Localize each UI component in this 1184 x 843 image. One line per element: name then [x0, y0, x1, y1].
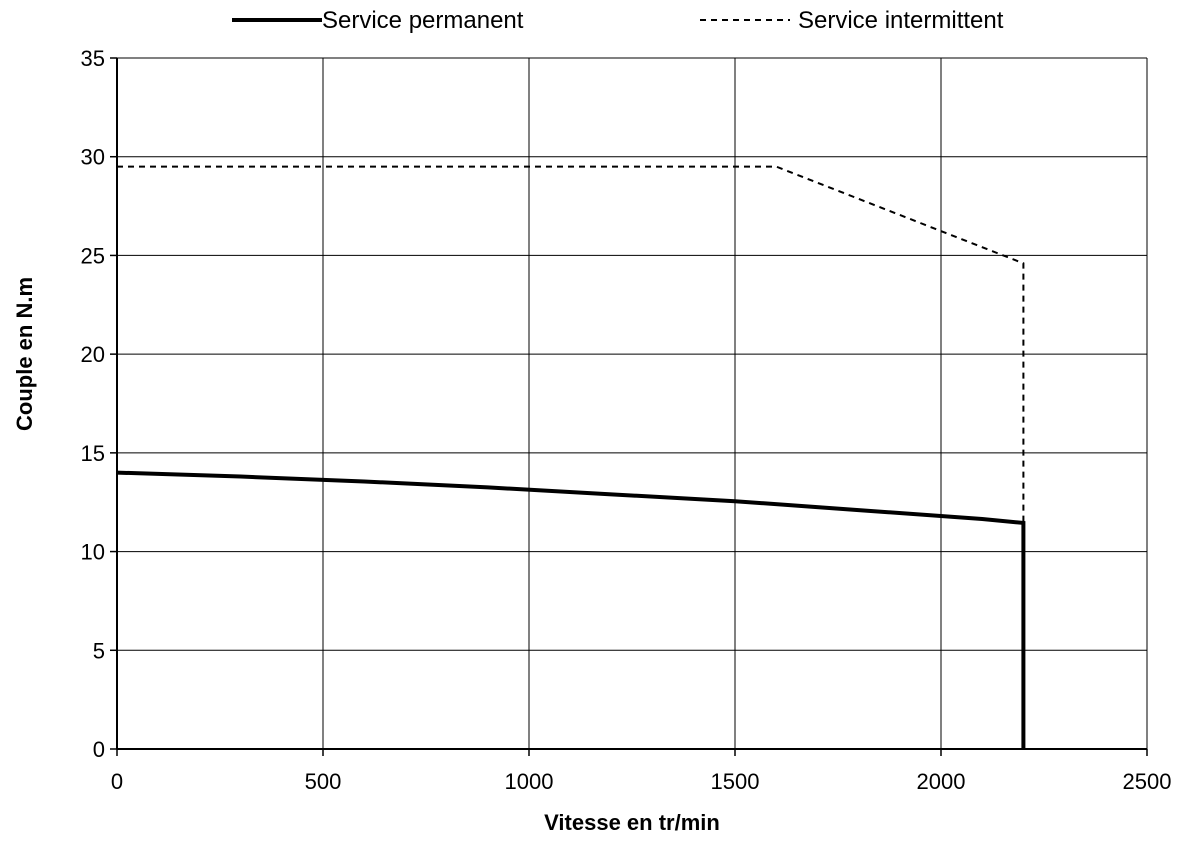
x-tick-label: 500 — [305, 769, 342, 794]
y-tick-label: 15 — [81, 441, 105, 466]
x-tick-label: 1500 — [711, 769, 760, 794]
x-tick-label: 2500 — [1123, 769, 1172, 794]
grid — [117, 57, 1148, 749]
x-axis-title: Vitesse en tr/min — [544, 810, 720, 835]
legend: Service permanent Service intermittent — [232, 7, 1004, 34]
series-group — [116, 165, 1026, 749]
y-tick-label: 30 — [81, 145, 105, 170]
y-tick-label: 25 — [81, 243, 105, 268]
y-tick-label: 0 — [93, 737, 105, 762]
y-tick-label: 35 — [81, 46, 105, 71]
x-tick-label: 0 — [111, 769, 123, 794]
y-tick-label: 20 — [81, 342, 105, 367]
x-tick-label: 2000 — [917, 769, 966, 794]
legend-label-service-intermittent: Service intermittent — [798, 7, 1004, 34]
axes — [110, 57, 1148, 756]
y-tick-label: 5 — [93, 638, 105, 663]
series-line-service-intermittent — [117, 165, 1025, 523]
y-tick-label: 10 — [81, 540, 105, 565]
series-line-service-permanent — [116, 470, 1026, 749]
x-tick-label: 1000 — [505, 769, 554, 794]
legend-label-service-permanent: Service permanent — [322, 7, 524, 34]
y-axis-title: Couple en N.m — [12, 277, 37, 431]
tick-labels: 0 5 10 15 20 25 30 35 0 500 1000 1500 2000 2500 — [81, 46, 1172, 794]
